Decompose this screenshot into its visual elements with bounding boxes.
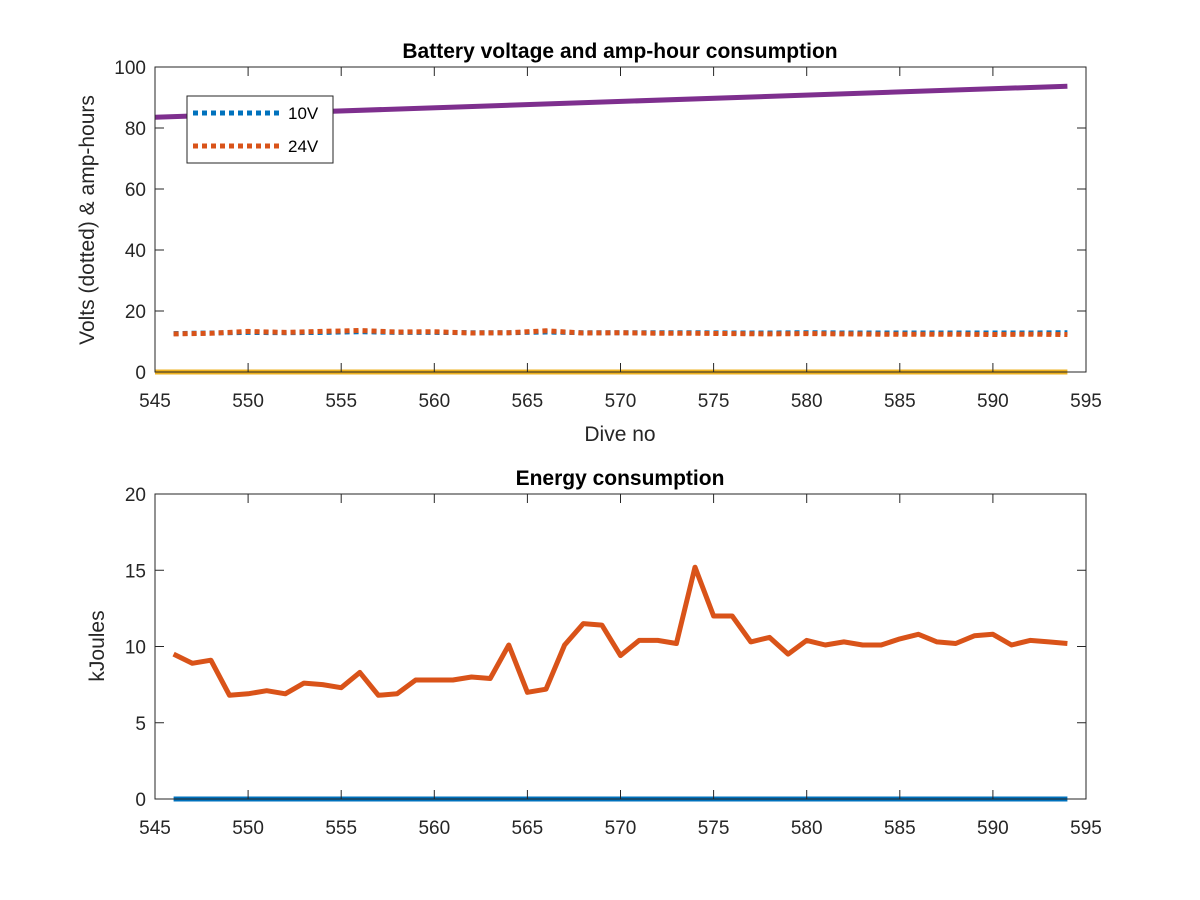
bottom-x-tick-label: 550 [232, 818, 264, 839]
top-x-tick-label: 555 [325, 391, 357, 412]
top-x-tick-label: 560 [418, 391, 450, 412]
bottom-plot-area [155, 494, 1086, 799]
top-x-ticks: 545 550 555 560 565 570 575 580 585 590 595 [139, 67, 1102, 412]
bottom-y-tick-label: 10 [125, 638, 146, 659]
bottom-x-tick-label: 585 [884, 818, 916, 839]
bottom-chart-title: Energy consumption [516, 467, 725, 490]
top-x-tick-label: 545 [139, 391, 171, 412]
top-x-tick-label: 590 [977, 391, 1009, 412]
top-x-tick-label: 575 [698, 391, 730, 412]
bottom-y-ticks: 0 5 10 15 20 [125, 485, 1086, 811]
top-y-tick-label: 60 [125, 180, 146, 201]
top-x-tick-label: 580 [791, 391, 823, 412]
bottom-x-tick-label: 595 [1070, 818, 1102, 839]
bottom-y-axis-label: kJoules [86, 610, 109, 681]
bottom-x-tick-label: 590 [977, 818, 1009, 839]
top-x-tick-label: 550 [232, 391, 264, 412]
bottom-x-tick-label: 570 [605, 818, 637, 839]
legend-label-24v: 24V [288, 137, 319, 156]
bottom-x-tick-label: 565 [512, 818, 544, 839]
top-y-axis-label: Volts (dotted) & amp-hours [76, 95, 99, 345]
top-y-tick-label: 100 [114, 58, 146, 79]
top-x-tick-label: 565 [512, 391, 544, 412]
bottom-x-tick-label: 555 [325, 818, 357, 839]
top-y-tick-label: 20 [125, 302, 146, 323]
bottom-y-tick-label: 20 [125, 485, 146, 506]
top-x-tick-label: 570 [605, 391, 637, 412]
top-chart-title: Battery voltage and amp-hour consumption [402, 40, 837, 63]
top-subplot: Battery voltage and amp-hour consumption… [76, 40, 1102, 446]
top-x-tick-label: 595 [1070, 391, 1102, 412]
bottom-series-line-0 [172, 564, 1068, 698]
bottom-x-tick-label: 545 [139, 818, 171, 839]
top-x-axis-label: Dive no [584, 423, 655, 446]
legend-label-10v: 10V [288, 104, 319, 123]
top-x-tick-label: 585 [884, 391, 916, 412]
top-y-ticks: 0 20 40 60 80 100 [114, 58, 1086, 384]
top-y-tick-label: 80 [125, 119, 146, 140]
bottom-y-tick-label: 0 [135, 790, 146, 811]
top-y-tick-label: 0 [135, 363, 146, 384]
bottom-subplot: Energy consumption 545 550 555 560 565 570 575… [86, 467, 1102, 839]
bottom-x-ticks: 545 550 555 560 565 570 575 580 585 590 595 [139, 494, 1102, 839]
bottom-y-tick-label: 15 [125, 561, 146, 582]
bottom-x-tick-label: 560 [418, 818, 450, 839]
bottom-x-tick-label: 580 [791, 818, 823, 839]
bottom-y-tick-label: 5 [135, 714, 146, 735]
top-y-tick-label: 40 [125, 241, 146, 262]
bottom-x-tick-label: 575 [698, 818, 730, 839]
legend-box [186, 95, 334, 164]
legend: 10V 24V [186, 95, 334, 164]
